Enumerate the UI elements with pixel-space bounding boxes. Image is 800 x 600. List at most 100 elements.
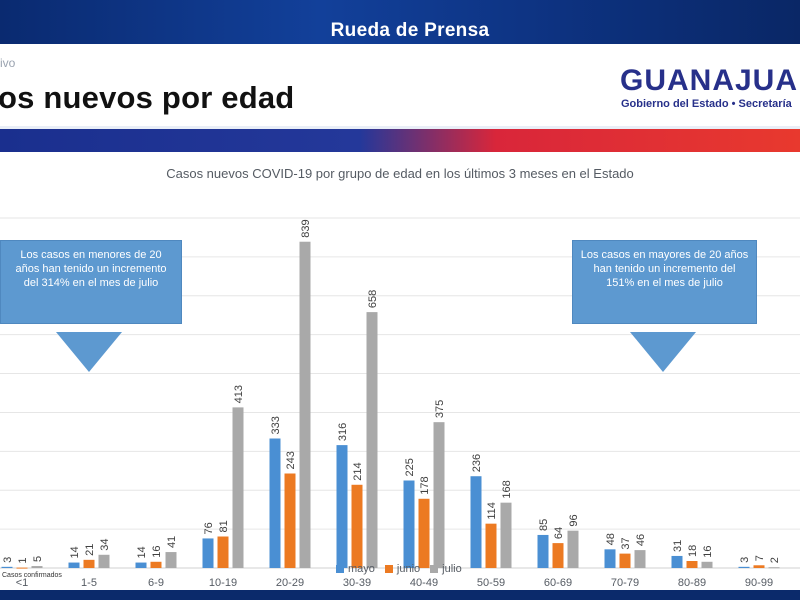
logo-wordmark: GUANAJUA — [620, 64, 799, 97]
bottom-bar — [0, 590, 800, 600]
data-label: 3 — [2, 557, 14, 563]
bar-julio-<1 — [31, 566, 43, 568]
legend-swatch-junio — [384, 565, 393, 573]
legend-swatch-julio — [430, 565, 439, 573]
logo-subtitle: Gobierno del Estado • Secretaría — [621, 98, 792, 110]
data-label: 41 — [166, 536, 178, 548]
bar-mayo-20-29 — [269, 438, 281, 568]
data-label: 14 — [69, 546, 81, 558]
data-label: 243 — [285, 451, 297, 469]
legend-item-julio: julio — [430, 563, 462, 575]
bar-julio-1-5 — [98, 554, 110, 568]
x-tick-label: <1 — [16, 577, 29, 589]
bar-junio-40-49 — [418, 498, 430, 568]
chart-legend: mayo junio julio — [336, 563, 462, 575]
data-label: 168 — [501, 480, 513, 498]
data-label: 18 — [687, 545, 699, 557]
bar-mayo-40-49 — [403, 480, 415, 568]
legend-label-julio: julio — [442, 563, 462, 575]
data-label: 48 — [605, 533, 617, 545]
footnote: Casos confirmados — [2, 572, 62, 579]
bar-mayo-80-89 — [671, 555, 683, 568]
data-label: 114 — [486, 502, 498, 520]
data-label: 1 — [17, 557, 29, 563]
down-arrow-icon — [630, 332, 696, 372]
bar-mayo-90-99 — [738, 566, 750, 568]
bar-julio-40-49 — [433, 422, 445, 568]
down-arrow-icon — [56, 332, 122, 372]
data-label: 31 — [672, 540, 684, 552]
bar-junio-60-69 — [552, 543, 564, 568]
bar-mayo-<1 — [1, 566, 13, 568]
data-label: 236 — [471, 454, 483, 472]
bar-junio-80-89 — [686, 561, 698, 568]
data-label: 839 — [300, 219, 312, 237]
data-label: 46 — [635, 534, 647, 546]
bar-junio-50-59 — [485, 523, 497, 568]
x-tick-label: 20-29 — [276, 577, 304, 589]
data-label: 14 — [136, 546, 148, 558]
bar-mayo-60-69 — [537, 534, 549, 568]
data-label: 214 — [352, 462, 364, 480]
data-label: 64 — [553, 527, 565, 539]
data-label: 85 — [538, 519, 550, 531]
banner-title: Rueda de Prensa — [330, 20, 490, 41]
data-label: 225 — [404, 458, 416, 476]
x-tick-label: 1-5 — [81, 577, 97, 589]
x-tick-label: 90-99 — [745, 577, 773, 589]
legend-item-mayo: mayo — [336, 563, 375, 575]
data-label: 316 — [337, 423, 349, 441]
x-tick-label: 30-39 — [343, 577, 371, 589]
data-label: 658 — [367, 290, 379, 308]
data-label: 37 — [620, 537, 632, 549]
bar-mayo-1-5 — [68, 562, 80, 568]
chart-title: Casos nuevos COVID-19 por grupo de edad … — [166, 166, 634, 181]
legend-item-junio: junio — [384, 563, 421, 575]
bar-julio-80-89 — [701, 561, 713, 568]
bar-julio-70-79 — [634, 550, 646, 568]
data-label: 34 — [99, 539, 111, 551]
data-label: 5 — [32, 556, 44, 562]
color-stripe — [0, 126, 800, 152]
data-label: 16 — [702, 546, 714, 558]
data-label: 96 — [568, 514, 580, 526]
bar-julio-60-69 — [567, 530, 579, 568]
data-label: 7 — [754, 555, 766, 561]
slide-heading: os nuevos por edad — [0, 80, 295, 115]
data-label: 16 — [151, 546, 163, 558]
bar-julio-10-19 — [232, 407, 244, 568]
bar-junio-1-5 — [83, 559, 95, 568]
x-tick-label: 60-69 — [544, 577, 572, 589]
top-banner: Rueda de Prensa — [0, 0, 800, 44]
data-label: 178 — [419, 476, 431, 494]
bar-julio-30-39 — [366, 312, 378, 568]
bar-julio-20-29 — [299, 241, 311, 568]
callout-under-20: Los casos en menores de 20 años han teni… — [0, 240, 182, 324]
data-label: 3 — [739, 557, 751, 563]
bar-junio-6-9 — [150, 561, 162, 568]
data-label: 333 — [270, 416, 282, 434]
bar-junio-10-19 — [217, 536, 229, 568]
x-tick-label: 6-9 — [148, 577, 164, 589]
legend-label-mayo: mayo — [348, 563, 375, 575]
data-label: 21 — [84, 544, 96, 556]
bar-mayo-70-79 — [604, 549, 616, 568]
x-tick-label: 10-19 — [209, 577, 237, 589]
data-label: 413 — [233, 385, 245, 403]
bar-junio-20-29 — [284, 473, 296, 568]
bar-mayo-30-39 — [336, 445, 348, 568]
legend-swatch-mayo — [336, 565, 344, 573]
stripe-highlight — [0, 126, 800, 129]
bar-junio-<1 — [16, 567, 28, 569]
data-label: 375 — [434, 400, 446, 418]
data-label: 81 — [218, 520, 230, 532]
data-label: 76 — [203, 522, 215, 534]
legend-label-junio: junio — [396, 563, 421, 575]
x-tick-label: 80-89 — [678, 577, 706, 589]
bar-julio-50-59 — [500, 502, 512, 568]
bar-junio-70-79 — [619, 553, 631, 568]
bar-mayo-6-9 — [135, 562, 147, 568]
bar-mayo-50-59 — [470, 476, 482, 568]
bar-mayo-10-19 — [202, 538, 214, 568]
bar-julio-90-99 — [768, 567, 780, 569]
